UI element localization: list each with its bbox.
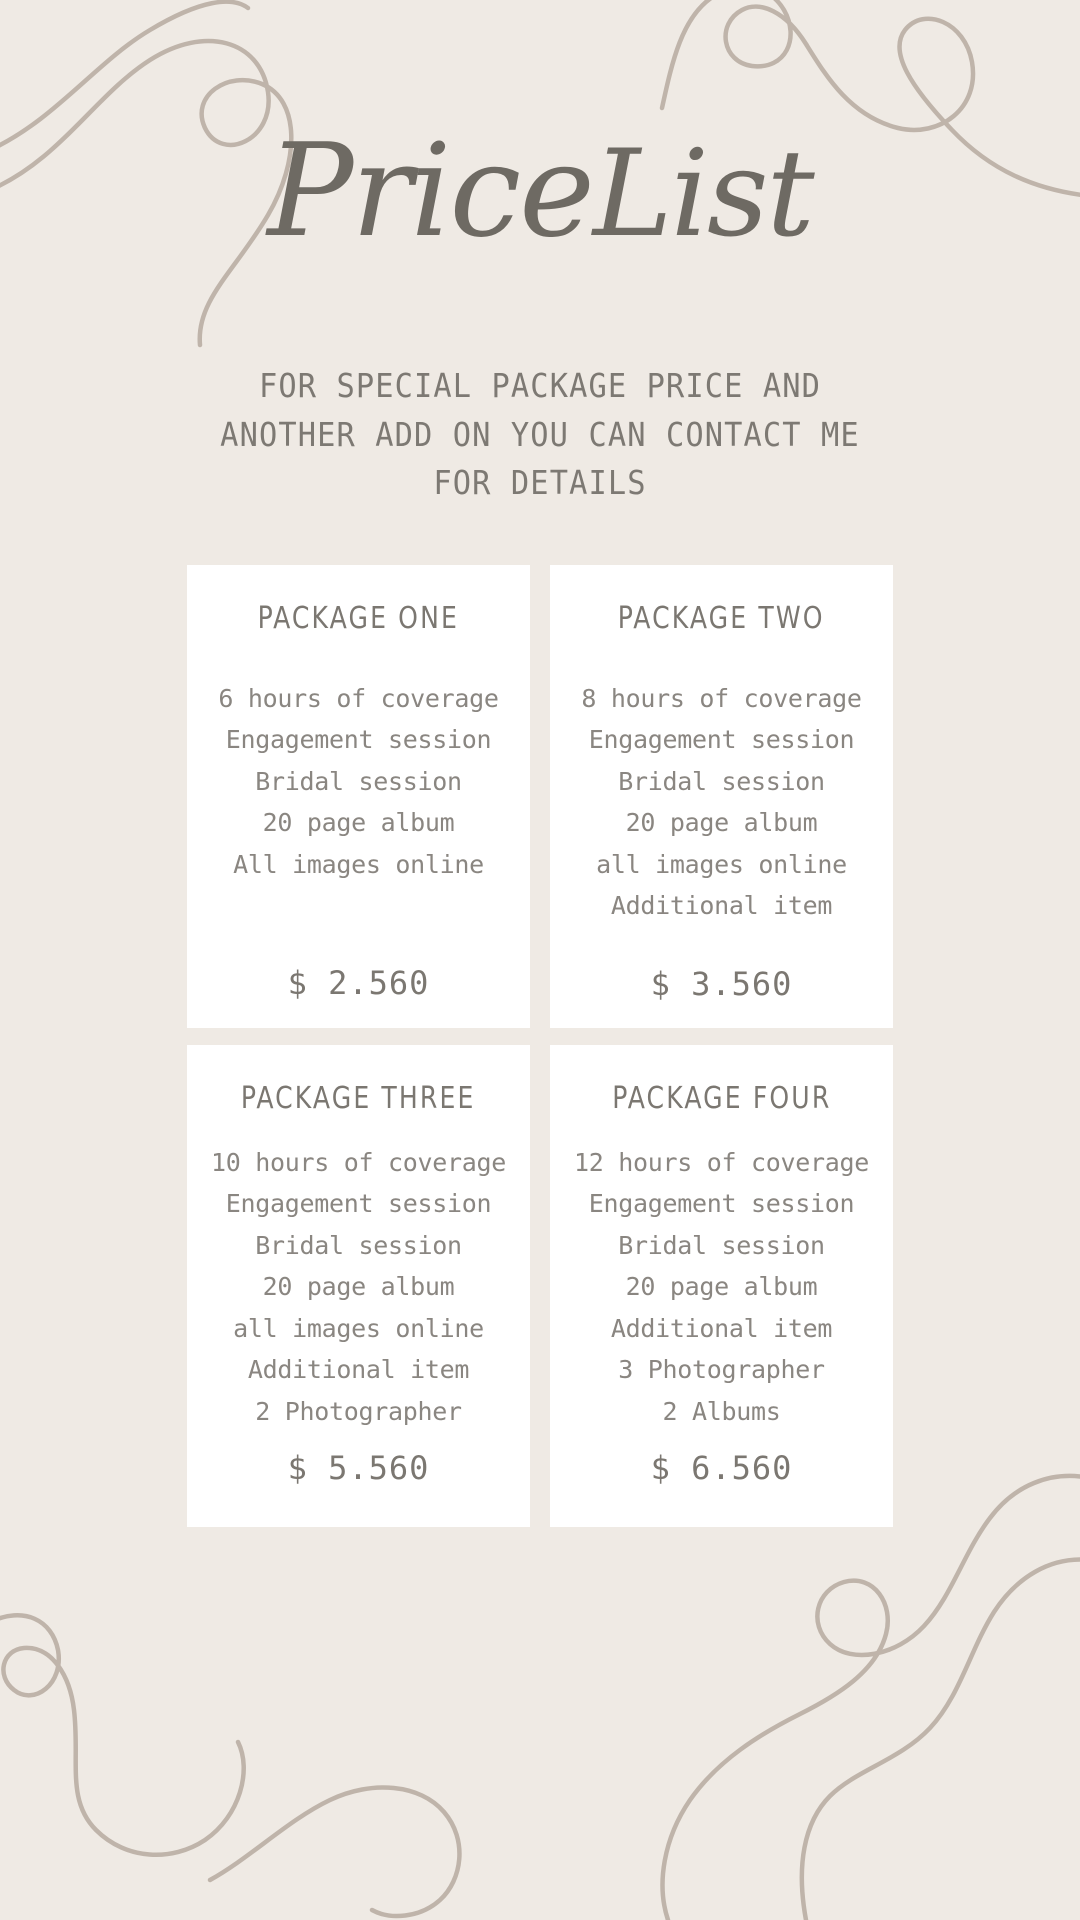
package-feature-item: Engagement session (588, 725, 855, 754)
package-card-two[interactable]: PACKAGE TWO 8 hours of coverage Engageme… (550, 564, 893, 1028)
package-feature-item: 10 hours of coverage (210, 1147, 507, 1177)
package-feature-item: Engagement session (225, 1189, 492, 1218)
page-title-word-price: Price (267, 117, 595, 266)
package-price: $ 6.560 (650, 1449, 793, 1487)
package-feature-item: all images online (233, 1313, 484, 1343)
package-feature-item: 2 Photographer (255, 1396, 462, 1426)
package-feature-list: 6 hours of coverage Engagement session B… (218, 678, 499, 886)
package-feature-item: Additional item (247, 1355, 470, 1384)
poster-header: PriceList FOR SPECIAL PACKAGE PRICE AND … (0, 0, 1080, 508)
subtitle: FOR SPECIAL PACKAGE PRICE AND ANOTHER AD… (43, 278, 1037, 508)
package-feature-item: 20 page album (625, 808, 818, 837)
subtitle-line-1: FOR SPECIAL PACKAGE PRICE AND (258, 366, 822, 405)
page-title: PriceList (0, 0, 1080, 278)
page-title-word-list: List (592, 125, 815, 264)
swirl-bottom-left-secondary-icon (207, 1785, 462, 1919)
package-feature-item: Engagement session (588, 1189, 855, 1218)
package-price: $ 3.560 (650, 964, 793, 1003)
package-feature-item: 20 page album (625, 1272, 818, 1301)
package-card-title: PACKAGE ONE (257, 600, 460, 636)
package-feature-item: Bridal session (618, 766, 825, 796)
package-feature-item: 12 hours of coverage (573, 1147, 870, 1177)
package-feature-item: 20 page album (262, 1272, 455, 1301)
subtitle-line-2: ANOTHER ADD ON YOU CAN CONTACT ME (220, 414, 860, 454)
package-feature-item: Additional item (610, 1313, 833, 1343)
package-grid: PACKAGE ONE 6 hours of coverage Engageme… (187, 564, 893, 1527)
package-feature-item: Additional item (610, 891, 833, 920)
package-feature-list: 8 hours of coverage Engagement session B… (581, 678, 862, 927)
package-card-one[interactable]: PACKAGE ONE 6 hours of coverage Engageme… (187, 564, 530, 1028)
swirl-bottom-left-icon (0, 1613, 246, 1857)
package-feature-item: 6 hours of coverage (218, 683, 499, 713)
package-feature-item: Bridal session (255, 766, 462, 796)
package-card-title: PACKAGE THREE (241, 1080, 476, 1116)
package-price: $ 5.560 (287, 1449, 430, 1487)
package-price: $ 2.560 (287, 964, 430, 1002)
package-card-four[interactable]: PACKAGE FOUR 12 hours of coverage Engage… (550, 1044, 893, 1527)
package-feature-list: 12 hours of coverage Engagement session … (574, 1142, 869, 1433)
package-feature-item: All images online (233, 849, 484, 879)
swirl-bottom-right-secondary-icon (799, 1557, 1080, 1920)
package-feature-item: 2 Albums (662, 1396, 781, 1426)
subtitle-line-3: FOR DETAILS (433, 463, 647, 502)
package-feature-list: 10 hours of coverage Engagement session … (211, 1142, 506, 1433)
package-card-title: PACKAGE TWO (618, 600, 825, 636)
package-feature-item: 8 hours of coverage (581, 683, 862, 713)
package-feature-item: Bridal session (618, 1230, 825, 1260)
package-feature-item: 20 page album (262, 808, 455, 837)
package-card-three[interactable]: PACKAGE THREE 10 hours of coverage Engag… (187, 1044, 530, 1527)
package-feature-item: Engagement session (225, 725, 492, 754)
package-card-title: PACKAGE FOUR (611, 1080, 832, 1116)
package-feature-item: Bridal session (255, 1230, 462, 1260)
package-feature-item: 3 Photographer (618, 1355, 825, 1384)
swirl-bottom-right-icon (660, 1473, 1080, 1920)
package-feature-item: all images online (596, 849, 847, 879)
